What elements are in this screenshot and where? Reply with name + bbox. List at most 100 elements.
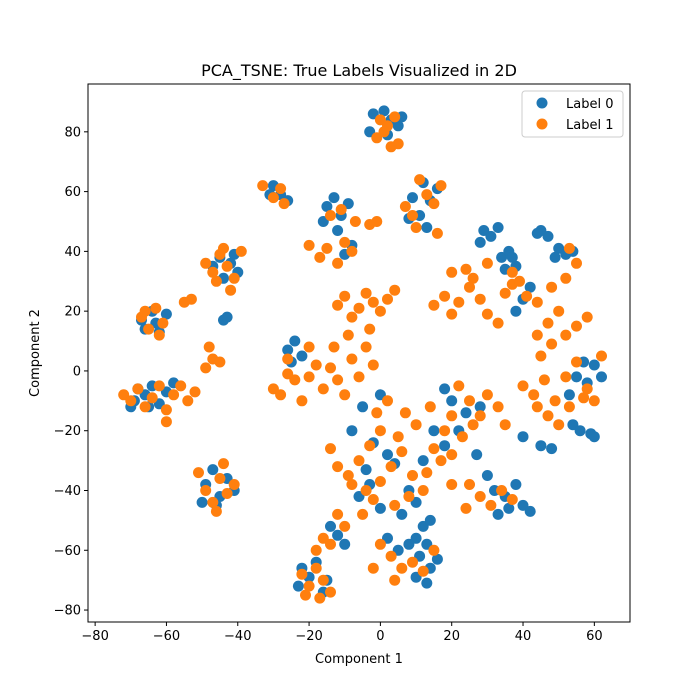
point-label-1 xyxy=(464,281,475,293)
point-label-1 xyxy=(424,401,436,413)
point-label-1 xyxy=(382,395,393,407)
point-label-1 xyxy=(439,290,451,302)
point-label-1 xyxy=(342,329,354,341)
chart-title: PCA_TSNE: True Labels Visualized in 2D xyxy=(201,61,517,81)
x-tick-label: −40 xyxy=(224,629,251,644)
point-label-1 xyxy=(506,494,518,505)
point-label-1 xyxy=(521,290,533,302)
point-label-0 xyxy=(546,443,558,455)
point-label-0 xyxy=(407,192,418,204)
point-label-0 xyxy=(503,502,515,514)
point-label-1 xyxy=(332,508,344,520)
point-label-0 xyxy=(517,499,529,511)
point-label-1 xyxy=(367,296,379,308)
point-label-1 xyxy=(563,401,575,413)
point-label-1 xyxy=(378,126,390,138)
point-label-1 xyxy=(464,479,475,490)
point-label-1 xyxy=(596,350,607,362)
point-label-1 xyxy=(439,425,451,437)
point-label-1 xyxy=(214,356,226,368)
point-label-1 xyxy=(492,401,504,413)
point-label-0 xyxy=(317,216,329,227)
point-label-1 xyxy=(407,470,418,481)
point-label-1 xyxy=(535,350,547,362)
point-label-1 xyxy=(310,544,322,556)
point-label-1 xyxy=(571,320,582,332)
point-label-1 xyxy=(300,589,311,601)
point-label-0 xyxy=(517,431,529,443)
point-label-0 xyxy=(471,449,483,461)
point-label-1 xyxy=(332,299,344,311)
point-label-1 xyxy=(382,293,393,305)
point-label-1 xyxy=(207,266,219,278)
point-label-1 xyxy=(560,371,572,383)
point-label-1 xyxy=(446,266,458,278)
point-label-1 xyxy=(460,263,472,275)
point-label-1 xyxy=(431,227,443,239)
point-label-1 xyxy=(282,353,294,365)
point-label-1 xyxy=(588,395,600,407)
point-label-0 xyxy=(357,401,369,413)
point-label-1 xyxy=(210,505,222,517)
point-label-1 xyxy=(150,302,162,314)
point-label-1 xyxy=(157,317,169,329)
point-label-1 xyxy=(467,272,479,284)
point-label-1 xyxy=(374,476,386,487)
point-label-1 xyxy=(139,305,151,317)
y-tick-label: 20 xyxy=(64,305,81,320)
point-label-1 xyxy=(139,401,151,413)
point-label-1 xyxy=(496,485,508,496)
point-label-0 xyxy=(289,335,301,347)
y-tick-label: 80 xyxy=(64,125,81,140)
point-label-1 xyxy=(385,550,397,562)
point-label-1 xyxy=(364,323,376,335)
point-label-1 xyxy=(349,216,361,227)
point-label-1 xyxy=(346,311,358,323)
point-label-1 xyxy=(353,371,365,383)
point-label-1 xyxy=(310,562,322,574)
point-label-0 xyxy=(510,479,522,490)
y-tick-label: 60 xyxy=(64,185,81,200)
point-label-1 xyxy=(385,461,397,473)
point-label-1 xyxy=(392,431,404,443)
point-label-1 xyxy=(310,359,322,371)
point-label-1 xyxy=(435,455,447,467)
point-label-1 xyxy=(474,410,486,422)
point-label-1 xyxy=(499,287,511,299)
point-label-1 xyxy=(389,574,401,586)
point-label-0 xyxy=(510,305,522,317)
point-label-0 xyxy=(549,251,561,263)
point-label-1 xyxy=(428,544,440,556)
point-label-0 xyxy=(506,251,518,263)
point-label-0 xyxy=(421,222,433,233)
point-label-1 xyxy=(514,275,525,287)
point-label-0 xyxy=(524,505,536,517)
point-label-1 xyxy=(317,574,329,586)
point-label-0 xyxy=(410,532,422,544)
point-label-1 xyxy=(446,308,458,320)
point-label-1 xyxy=(360,287,372,299)
point-label-0 xyxy=(424,514,436,526)
point-label-1 xyxy=(374,538,386,550)
point-label-1 xyxy=(371,407,383,419)
point-label-1 xyxy=(546,281,558,293)
point-label-1 xyxy=(553,419,565,431)
point-label-1 xyxy=(225,284,237,296)
point-label-1 xyxy=(332,257,344,269)
point-label-1 xyxy=(317,532,329,544)
y-tick-label: −60 xyxy=(54,544,81,559)
point-label-1 xyxy=(332,461,344,473)
point-label-1 xyxy=(189,386,201,398)
point-label-0 xyxy=(596,371,607,383)
point-label-1 xyxy=(182,395,194,407)
point-label-1 xyxy=(342,470,354,481)
legend-label-0: Label 0 xyxy=(566,97,613,112)
point-label-1 xyxy=(467,419,479,431)
point-label-1 xyxy=(417,565,429,577)
point-label-1 xyxy=(367,562,379,574)
point-label-0 xyxy=(282,344,294,356)
point-label-1 xyxy=(485,499,497,511)
point-label-0 xyxy=(346,425,358,437)
point-label-1 xyxy=(435,180,447,192)
